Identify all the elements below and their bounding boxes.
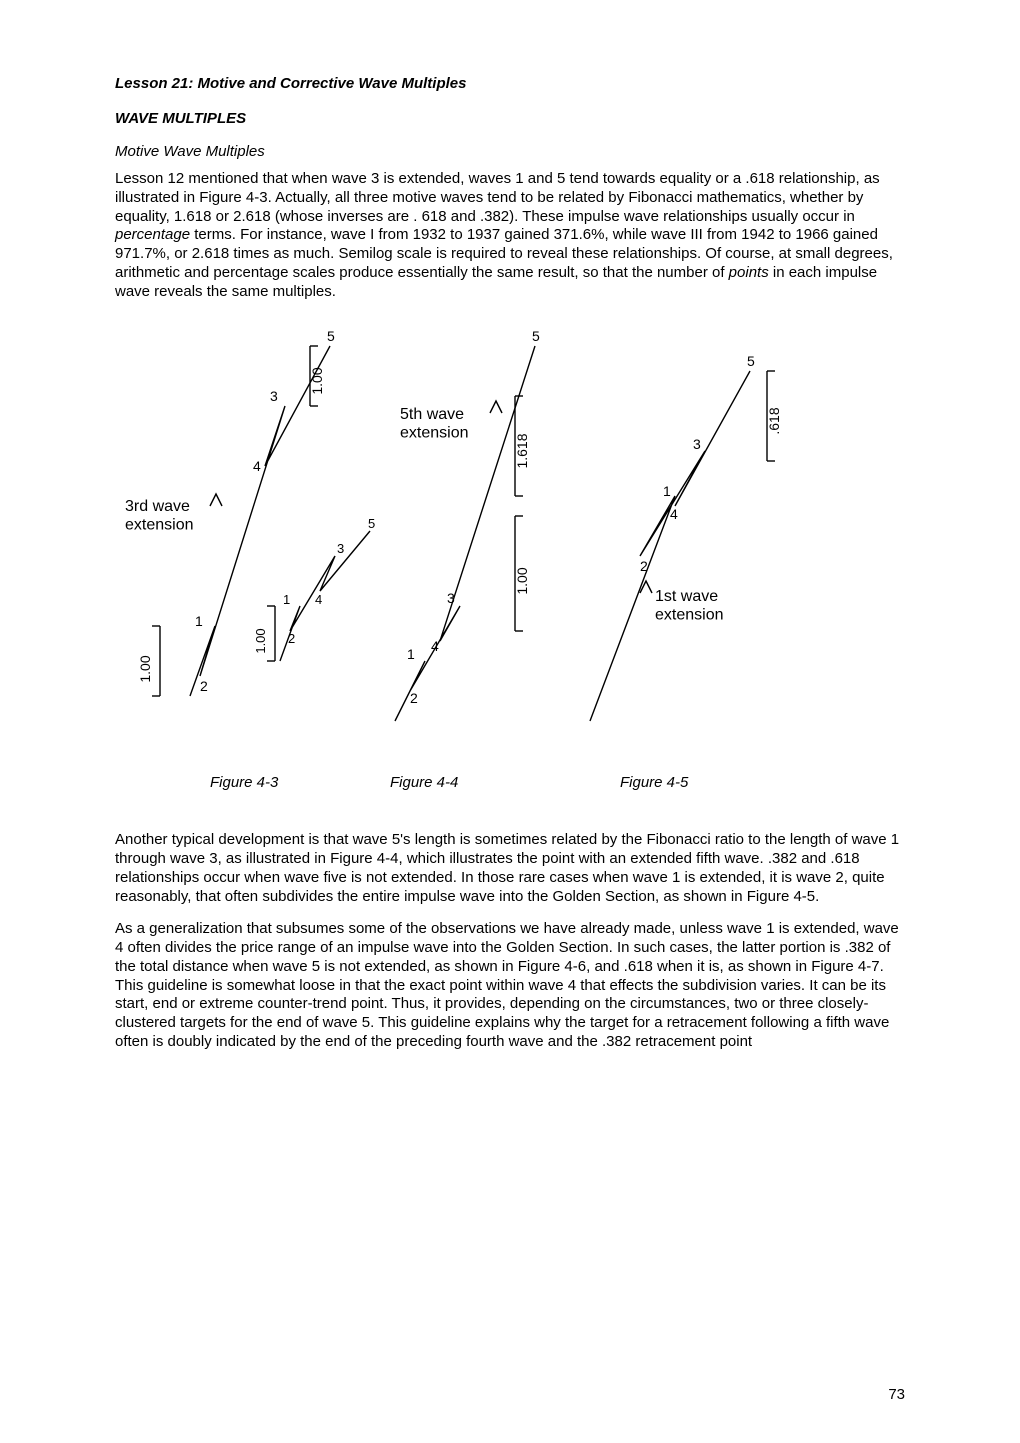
figure-label-1: Figure 4-3 bbox=[210, 774, 390, 791]
svg-text:1.00: 1.00 bbox=[253, 629, 268, 654]
svg-text:2: 2 bbox=[410, 690, 418, 706]
svg-text:5: 5 bbox=[327, 328, 335, 344]
svg-text:1: 1 bbox=[407, 646, 415, 662]
svg-text:1.00: 1.00 bbox=[309, 367, 325, 394]
svg-text:3: 3 bbox=[447, 590, 455, 606]
svg-text:1st waveextension: 1st waveextension bbox=[655, 588, 724, 623]
svg-text:1: 1 bbox=[283, 592, 290, 607]
svg-text:4: 4 bbox=[315, 592, 322, 607]
svg-text:3: 3 bbox=[270, 388, 278, 404]
paragraph-1: Lesson 12 mentioned that when wave 3 is … bbox=[115, 170, 905, 301]
svg-text:1.00: 1.00 bbox=[514, 567, 530, 594]
svg-text:2: 2 bbox=[288, 631, 295, 646]
figure-label-2: Figure 4-4 bbox=[390, 774, 620, 791]
svg-text:1: 1 bbox=[195, 613, 203, 629]
svg-text:4: 4 bbox=[431, 638, 439, 654]
svg-text:5th waveextension: 5th waveextension bbox=[400, 406, 469, 441]
svg-text:1.618: 1.618 bbox=[514, 434, 530, 469]
paragraph-3: As a generalization that subsumes some o… bbox=[115, 920, 905, 1051]
svg-text:5: 5 bbox=[532, 328, 540, 344]
svg-text:2: 2 bbox=[200, 678, 208, 694]
svg-text:2: 2 bbox=[640, 558, 648, 574]
paragraph-2: Another typical development is that wave… bbox=[115, 831, 905, 906]
svg-text:5: 5 bbox=[368, 516, 375, 531]
svg-text:.618: .618 bbox=[766, 407, 782, 434]
svg-text:5: 5 bbox=[747, 353, 755, 369]
figure-diagram: 1 2 3 4 5 3rd waveextension 1.00 1.00 1 2 3 4 5 1.00 1… bbox=[115, 321, 905, 746]
figure-labels-row: Figure 4-3 Figure 4-4 Figure 4-5 bbox=[115, 774, 905, 791]
svg-text:3: 3 bbox=[693, 436, 701, 452]
svg-text:1.00: 1.00 bbox=[137, 655, 153, 682]
svg-text:1: 1 bbox=[663, 483, 671, 499]
page-number: 73 bbox=[888, 1386, 905, 1403]
svg-text:3: 3 bbox=[337, 541, 344, 556]
svg-text:4: 4 bbox=[253, 458, 261, 474]
lesson-title: Lesson 21: Motive and Corrective Wave Mu… bbox=[115, 75, 905, 92]
svg-text:4: 4 bbox=[670, 506, 678, 522]
section-heading: WAVE MULTIPLES bbox=[115, 110, 905, 127]
svg-text:3rd waveextension: 3rd waveextension bbox=[125, 498, 194, 533]
figure-label-3: Figure 4-5 bbox=[620, 774, 688, 791]
sub-heading: Motive Wave Multiples bbox=[115, 143, 905, 160]
